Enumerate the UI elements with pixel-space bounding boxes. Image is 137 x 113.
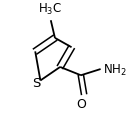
Text: H$_3$C: H$_3$C (38, 2, 62, 17)
Text: S: S (33, 76, 41, 89)
Text: O: O (76, 97, 86, 110)
Text: NH$_2$: NH$_2$ (103, 62, 127, 77)
